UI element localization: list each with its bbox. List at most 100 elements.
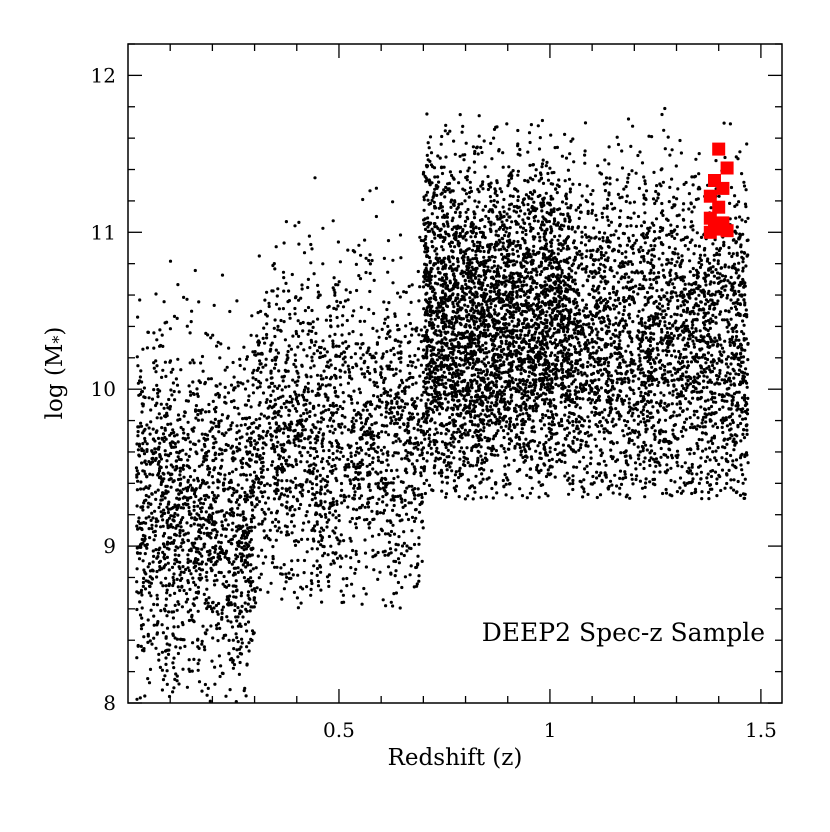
scatter-point <box>297 393 301 397</box>
scatter-point <box>240 604 244 609</box>
scatter-point <box>259 470 264 475</box>
scatter-point <box>223 385 227 389</box>
scatter-point <box>405 549 409 553</box>
scatter-point <box>568 187 573 191</box>
scatter-point <box>237 647 242 651</box>
scatter-point <box>155 416 159 420</box>
scatter-point <box>321 477 325 481</box>
scatter-point <box>254 418 258 422</box>
scatter-point <box>213 500 217 504</box>
scatter-point <box>258 454 262 458</box>
scatter-point <box>397 535 401 539</box>
scatter-point <box>319 570 323 574</box>
scatter-point <box>159 343 163 348</box>
scatter-point <box>232 647 236 651</box>
scatter-point <box>444 155 448 159</box>
scatter-point <box>172 430 176 435</box>
scatter-point <box>305 550 309 554</box>
scatter-point <box>381 500 385 504</box>
scatter-point <box>429 364 433 368</box>
scatter-point <box>188 608 193 612</box>
scatter-point <box>178 469 182 473</box>
scatter-point <box>535 281 539 286</box>
scatter-point <box>299 502 303 507</box>
scatter-point <box>285 500 289 504</box>
scatter-point <box>507 323 511 327</box>
scatter-point <box>205 628 209 632</box>
scatter-point <box>367 447 371 451</box>
scatter-point <box>367 258 371 263</box>
scatter-point <box>402 530 406 534</box>
scatter-point <box>357 516 361 520</box>
scatter-point <box>471 239 475 244</box>
scatter-point <box>151 473 155 477</box>
scatter-point <box>160 375 164 379</box>
scatter-point <box>321 410 325 414</box>
scatter-point <box>233 405 237 410</box>
scatter-point <box>370 402 374 407</box>
scatter-point <box>169 485 173 489</box>
scatter-point <box>169 451 173 456</box>
scatter-point <box>262 529 266 533</box>
scatter-point <box>171 367 175 371</box>
scatter-point <box>149 594 153 598</box>
scatter-point <box>406 421 410 425</box>
scatter-point <box>203 382 207 386</box>
scatter-point <box>223 477 227 481</box>
scatter-point <box>366 365 370 370</box>
scatter-point <box>142 429 146 433</box>
scatter-point <box>200 506 204 510</box>
scatter-point <box>296 345 300 349</box>
scatter-point <box>192 620 196 624</box>
scatter-point <box>136 430 140 434</box>
scatter-point <box>392 592 396 596</box>
scatter-point <box>390 401 394 405</box>
scatter-point <box>155 556 159 560</box>
scatter-point <box>179 425 183 430</box>
scatter-point <box>297 298 301 302</box>
scatter-point <box>290 559 294 563</box>
scatter-point <box>398 344 402 348</box>
scatter-point <box>328 314 332 318</box>
scatter-point <box>297 444 301 448</box>
scatter-point <box>163 360 167 364</box>
scatter-point <box>407 546 411 550</box>
scatter-point <box>372 278 376 282</box>
scatter-point <box>302 251 307 255</box>
scatter-point <box>149 502 153 506</box>
scatter-point <box>199 510 203 514</box>
scatter-point <box>300 433 304 437</box>
scatter-point <box>327 408 331 412</box>
scatter-point <box>508 422 512 427</box>
scatter-point <box>192 603 196 608</box>
scatter-point <box>340 600 344 605</box>
scatter-point <box>173 562 177 566</box>
scatter-point <box>172 581 176 585</box>
scatter-point <box>234 615 238 619</box>
scatter-point <box>277 369 281 373</box>
scatter-point <box>489 199 493 203</box>
scatter-point <box>244 403 248 407</box>
scatter-point <box>162 607 167 611</box>
scatter-point <box>351 548 355 553</box>
scatter-point <box>407 312 411 316</box>
scatter-point <box>246 602 250 606</box>
scatter-point <box>155 338 159 342</box>
scatter-point <box>140 410 144 414</box>
scatter-point <box>276 413 280 417</box>
scatter-point <box>168 259 173 263</box>
scatter-point <box>244 541 248 545</box>
scatter-point <box>222 433 226 437</box>
scatter-point <box>293 306 297 311</box>
scatter-point <box>390 367 395 371</box>
scatter-point <box>184 399 188 403</box>
scatter-point <box>168 404 172 409</box>
scatter-point <box>331 497 335 501</box>
scatter-point <box>512 324 516 328</box>
scatter-point <box>407 484 411 488</box>
scatter-point <box>173 548 177 553</box>
scatter-point <box>396 339 400 343</box>
scatter-point <box>149 518 153 523</box>
scatter-point <box>523 393 527 397</box>
scatter-point <box>196 609 200 613</box>
